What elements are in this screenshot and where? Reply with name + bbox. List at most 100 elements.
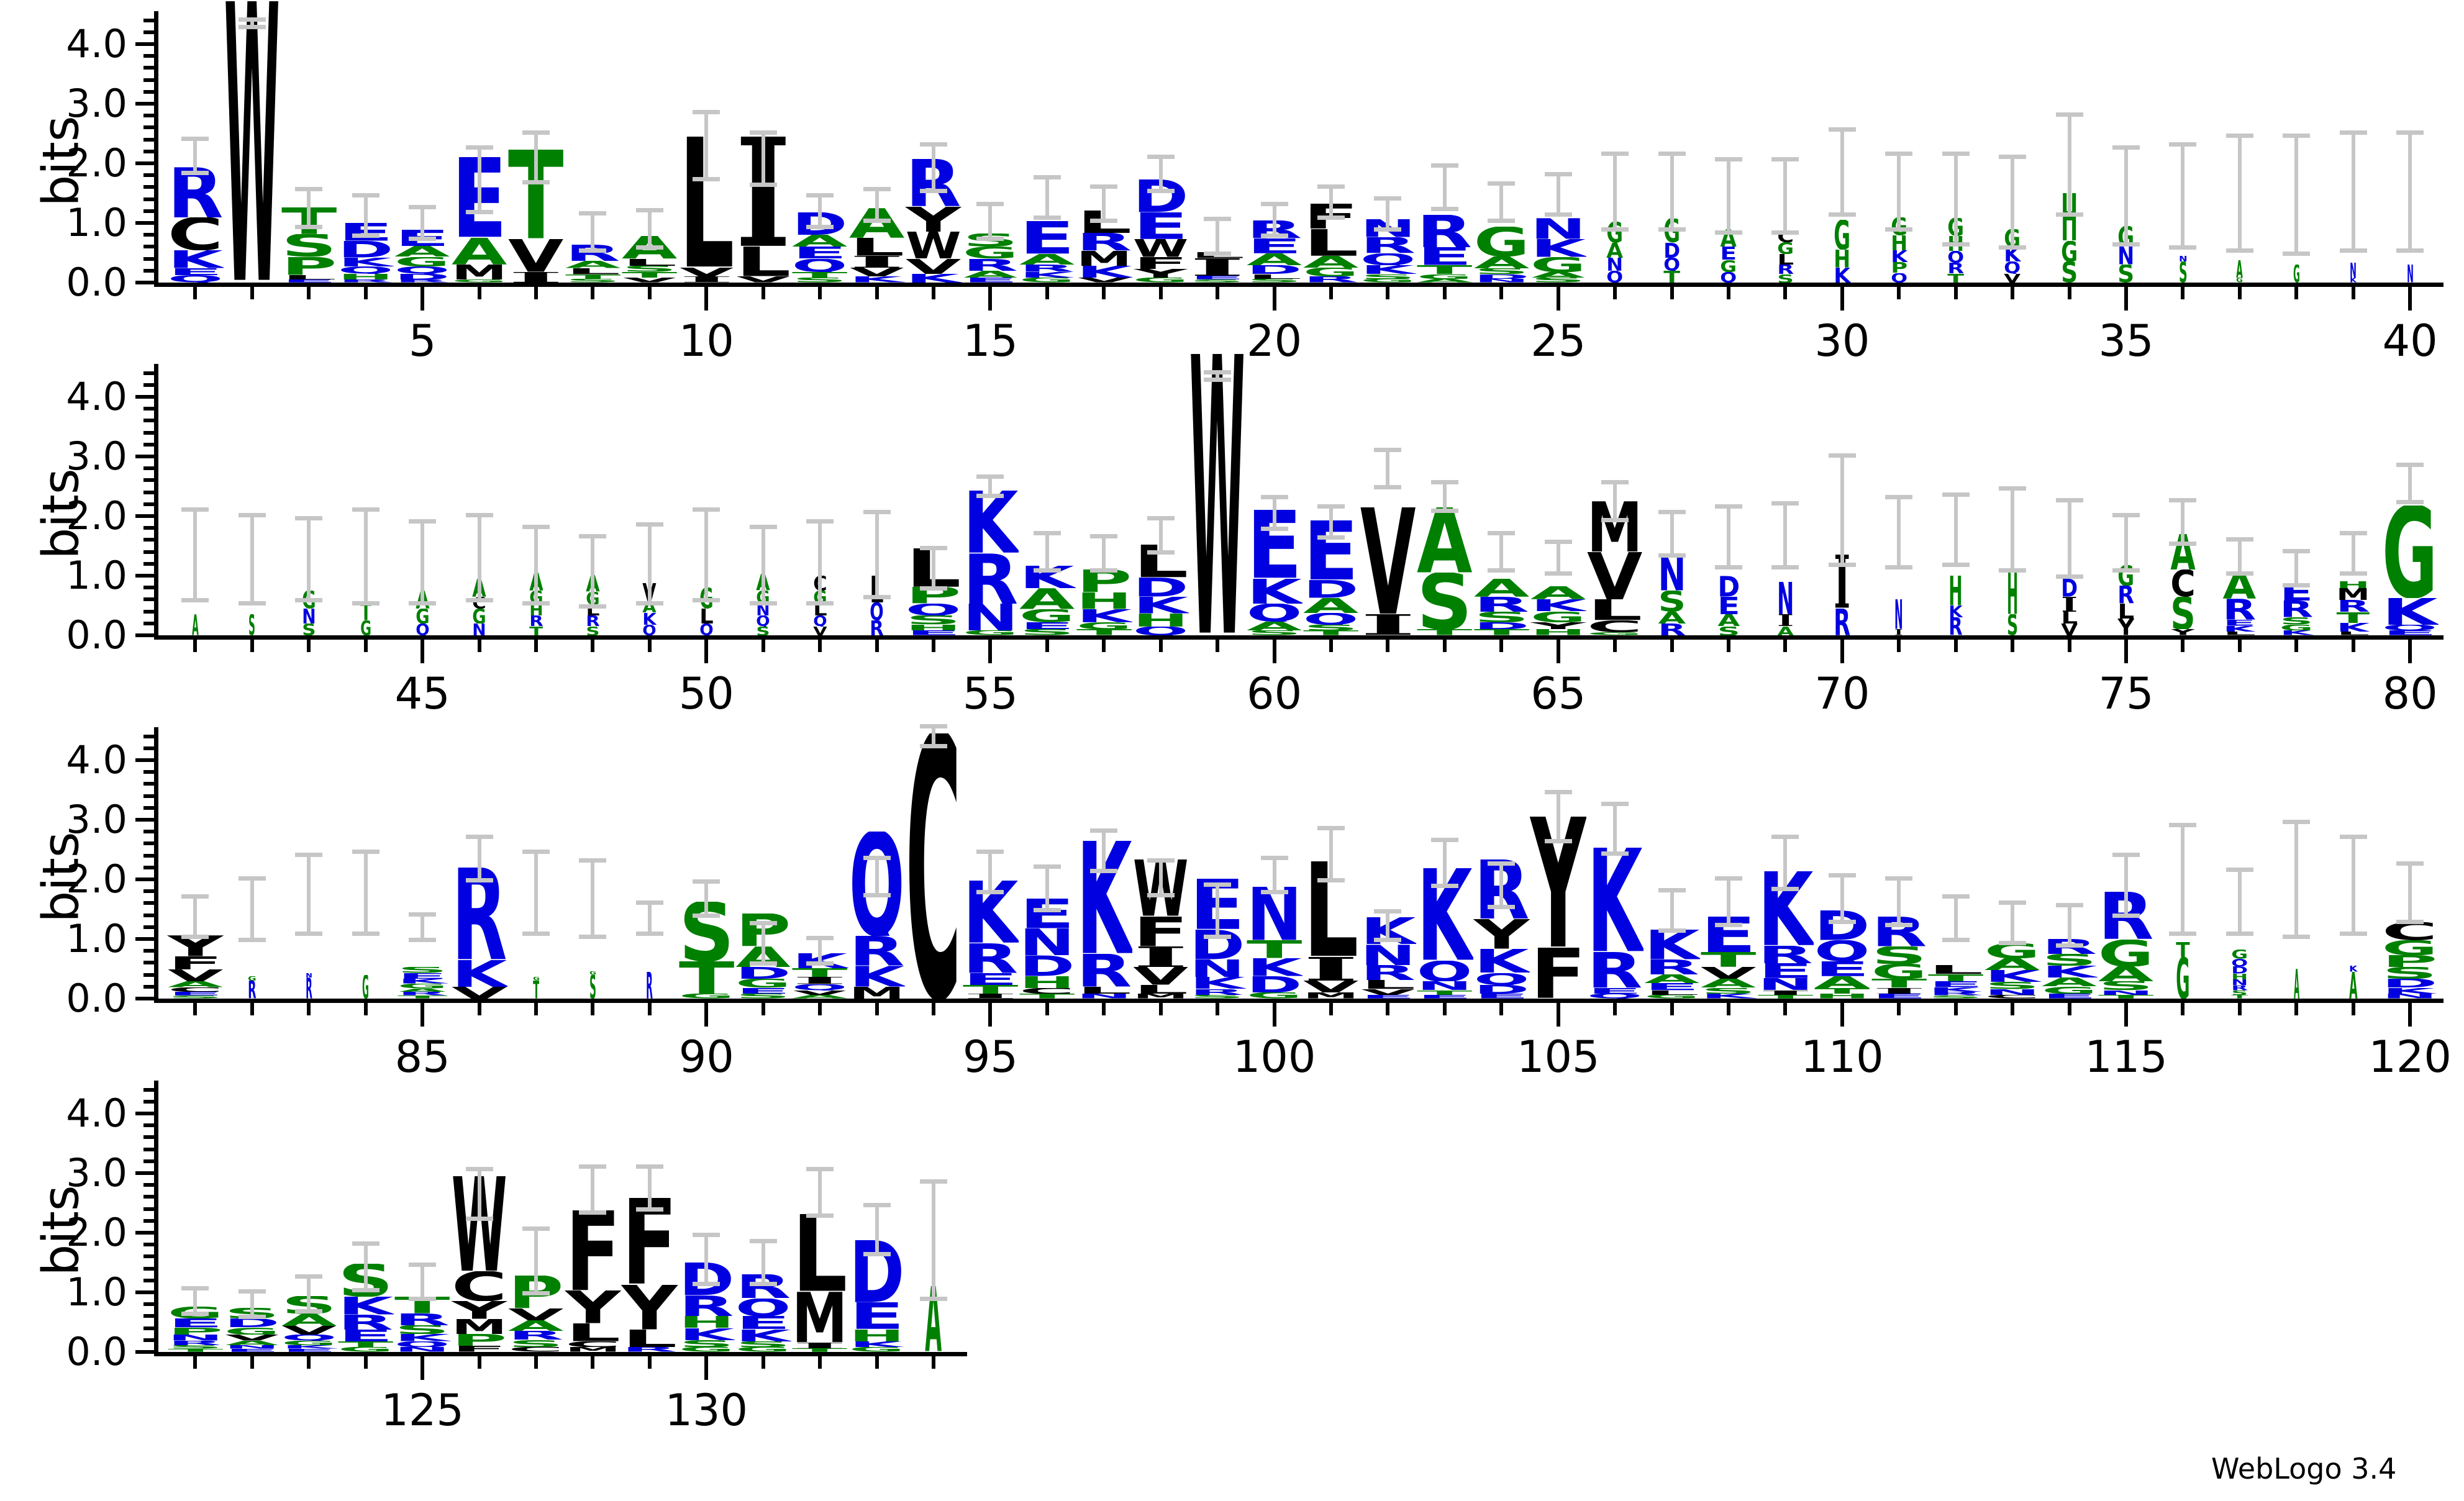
y-tick [135, 102, 154, 106]
svg-text:N: N [1360, 945, 1416, 966]
error-bar [1999, 486, 2027, 573]
error-bar-part [976, 494, 1004, 499]
error-bar-part [2339, 248, 2367, 253]
logo-letter-K: K [2223, 626, 2257, 632]
error-bar-part [1147, 188, 1175, 193]
x-tick [1329, 287, 1333, 299]
svg-text:V: V [2004, 274, 2021, 283]
svg-text:K: K [1587, 848, 1643, 952]
logo-letter-E: E [1814, 961, 1870, 976]
svg-text:M: M [452, 1319, 507, 1334]
logo-letter-Q: Q [1947, 251, 1964, 263]
logo-letter-A: A [1417, 507, 1473, 573]
svg-text:D: D [2061, 579, 2078, 597]
error-bar-part [976, 890, 1004, 894]
y-tick-label: 3.0 [66, 81, 127, 126]
logo-letter-N: N [2382, 994, 2438, 999]
svg-text:N: N [302, 609, 316, 624]
error-bar-part [1715, 876, 1743, 881]
x-tick [1499, 287, 1504, 299]
logo-letter-H: H [1133, 614, 1189, 627]
y-tick [143, 1243, 154, 1247]
error-bar-part [2408, 130, 2412, 253]
error-bar-part [693, 507, 721, 512]
svg-text:H: H [906, 625, 962, 631]
error-bar [635, 208, 663, 250]
logo-letter-T: T [1076, 629, 1132, 635]
svg-text:P: P [452, 1334, 507, 1346]
error-bar-part [2396, 462, 2424, 467]
logo-letter-S: S [622, 266, 678, 272]
svg-text:S: S [281, 234, 337, 256]
logo-letter-R: R [1360, 965, 1416, 980]
logo-stack: VAKQ [642, 583, 657, 635]
logo-letter-T: T [2231, 995, 2248, 999]
error-bar-part [2283, 548, 2311, 553]
logo-letter-L: L [2337, 632, 2370, 635]
svg-text:R: R [963, 943, 1019, 973]
error-bar-part [1715, 504, 1743, 509]
logo-letter-Q: Q [1360, 253, 1416, 265]
error-bar-part [363, 193, 368, 238]
logo-letter-Q: Q [699, 624, 713, 635]
error-bar-part [1216, 217, 1220, 256]
logo-letter-V: V [168, 969, 224, 981]
error-bar-part [352, 1287, 380, 1292]
svg-text:E: E [963, 973, 1019, 985]
svg-text:V: V [1133, 967, 1189, 985]
logo-letter-N: N [1473, 279, 1529, 283]
error-bar-part [2067, 498, 2071, 579]
error-bar-part [1715, 157, 1743, 162]
logo-letter-S: S [2061, 261, 2078, 283]
logo-letter-S: S [508, 1340, 564, 1348]
logo-letter-I: I [1777, 614, 1794, 626]
x-tick [2124, 287, 2129, 311]
error-bar-part [465, 145, 493, 150]
logo-letter-R: R [394, 1313, 450, 1325]
error-bar-part [591, 533, 595, 609]
svg-text:E: E [1189, 276, 1245, 279]
svg-text:S: S [622, 266, 678, 272]
error-bar-part [181, 935, 209, 939]
svg-text:H: H [338, 274, 394, 280]
error-bar [1147, 154, 1175, 193]
error-bar [1033, 531, 1061, 573]
error-bar-part [522, 932, 550, 936]
logo-letter-H: H [1019, 976, 1075, 988]
logo-letter-G: G [2280, 625, 2313, 631]
svg-text:N: N [2382, 994, 2438, 999]
logo-letter-H: H [678, 1316, 734, 1328]
error-bar-part [1499, 181, 1504, 223]
logo-letter-E: E [1473, 994, 1529, 999]
error-bar-part [1158, 154, 1163, 193]
logo-letter-F: F [1133, 917, 1189, 946]
error-bar-part [693, 914, 721, 918]
svg-text:A: A [2098, 966, 2154, 981]
logo-letter-Q: Q [2004, 261, 2021, 273]
svg-text:V: V [813, 627, 827, 635]
svg-text:S: S [565, 279, 621, 283]
error-bar-part [1090, 869, 1118, 874]
svg-text:D: D [2231, 966, 2248, 974]
logo-letter-F: F [452, 1346, 507, 1352]
logo-letter-G: G [1530, 257, 1586, 272]
error-bar-part [1488, 218, 1516, 223]
y-tick [143, 538, 154, 542]
logo-letter-E: E [1871, 994, 1927, 999]
svg-text:E: E [1758, 963, 1814, 978]
svg-text:L: L [622, 259, 678, 266]
error-bar-part [181, 136, 209, 141]
svg-text:D: D [1133, 578, 1189, 597]
y-tick [143, 925, 154, 929]
svg-text:A: A [1019, 588, 1075, 609]
error-bar-part [409, 519, 437, 524]
logo-letter-T: T [2098, 995, 2154, 999]
error-bar-part [307, 1274, 311, 1313]
logo-letter-S: S [2382, 967, 2438, 979]
logo-letter-A: A [168, 981, 224, 987]
logo-letter-R: R [2337, 600, 2370, 612]
svg-text:G: G [416, 609, 429, 624]
